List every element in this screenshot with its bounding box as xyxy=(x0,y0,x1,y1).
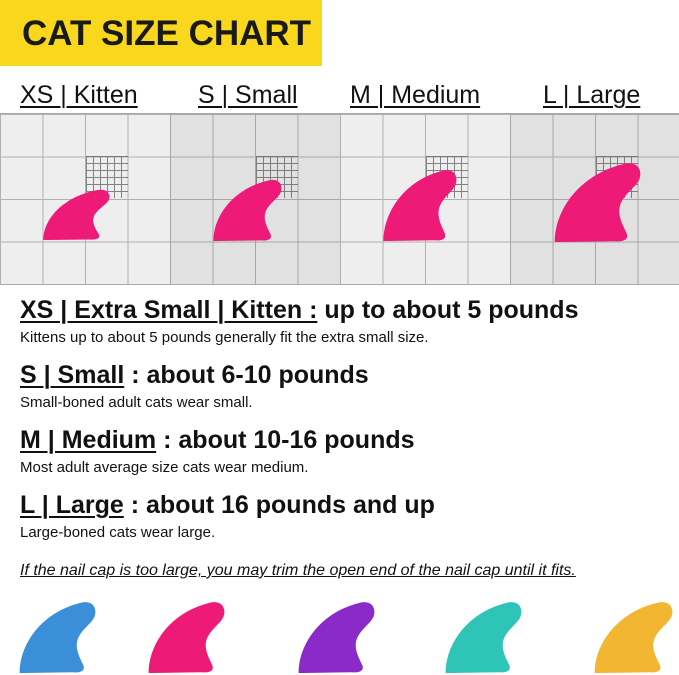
size-note: Small-boned adult cats wear small. xyxy=(20,394,253,411)
size-description-m: M | Medium : about 10-16 pounds Most adu… xyxy=(20,426,415,477)
size-note: Most adult average size cats wear medium… xyxy=(20,459,309,476)
size-description-l: L | Large : about 16 pounds and up Large… xyxy=(20,491,435,542)
claw-purple-icon xyxy=(298,602,375,673)
size-range: : about 16 pounds and up xyxy=(123,491,435,519)
fine-grid xyxy=(86,156,128,198)
title-banner: CAT SIZE CHART xyxy=(0,0,322,66)
page-title: CAT SIZE CHART xyxy=(22,14,312,53)
claw-l-icon xyxy=(554,163,641,242)
size-description-xs: XS | Extra Small | Kitten : up to about … xyxy=(20,296,578,347)
claw-xs-icon xyxy=(43,189,110,240)
size-code: L | Large xyxy=(20,491,124,519)
size-code: S | Small xyxy=(20,361,125,389)
claw-teal-icon xyxy=(445,602,522,673)
size-note: Kittens up to about 5 pounds generally f… xyxy=(20,329,429,346)
size-label-m: M | Medium xyxy=(350,81,481,109)
claw-pink-icon xyxy=(148,602,225,673)
claw-yellow-icon xyxy=(594,602,673,673)
size-range: : about 10-16 pounds xyxy=(156,426,415,454)
claw-blue-icon xyxy=(19,602,96,673)
size-range: : about 6-10 pounds xyxy=(124,361,369,389)
size-note: Large-boned cats wear large. xyxy=(20,524,216,541)
size-range: up to about 5 pounds xyxy=(317,296,579,324)
size-code: M | Medium xyxy=(20,426,157,454)
claw-m-icon xyxy=(383,170,457,241)
size-label-xs: XS | Kitten xyxy=(20,81,138,109)
trim-note: If the nail cap is too large, you may tr… xyxy=(20,562,576,579)
size-description-s: S | Small : about 6-10 pounds Small-bone… xyxy=(20,361,369,412)
size-code: XS | Extra Small | Kitten : xyxy=(20,296,318,324)
size-label-s: S | Small xyxy=(198,81,298,109)
claw-s-icon xyxy=(213,179,282,241)
size-label-l: L | Large xyxy=(543,81,641,109)
